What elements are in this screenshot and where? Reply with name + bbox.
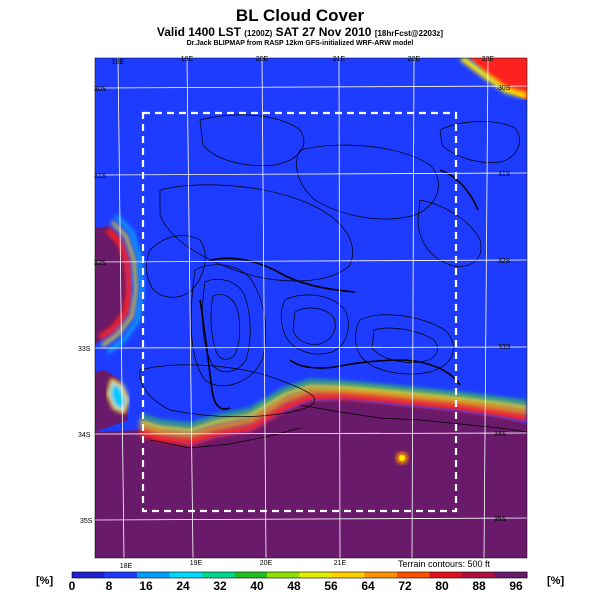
colorbar-tick-label: 40 — [250, 579, 264, 593]
colorbar-swatch — [234, 572, 268, 578]
colorbar-tick-label: 56 — [324, 579, 338, 593]
colorbar-swatch — [104, 572, 138, 578]
cloud-band-orange — [139, 388, 527, 439]
colorbar-tick-label: 0 — [68, 579, 76, 593]
colorbar-unit-right: [%] — [547, 575, 565, 587]
terrain-contours-bold — [199, 169, 479, 410]
lon-label-bottom: 20E — [260, 560, 273, 567]
colorbar-swatch — [72, 572, 105, 578]
colorbar-tick-label: 96 — [509, 579, 523, 593]
colorbar-swatch — [364, 572, 398, 578]
colorbar-tick-label: 32 — [213, 579, 227, 593]
valid-time: Valid 1400 LST (1200Z) SAT 27 Nov 2010 [… — [0, 25, 600, 39]
colorbar — [71, 571, 528, 579]
terrain-note: Terrain contours: 500 ft — [398, 559, 491, 569]
colorbar-outline — [71, 571, 528, 579]
lat-label-right: 33S — [498, 344, 511, 351]
valid-date: SAT 27 Nov 2010 — [275, 25, 372, 39]
colorbar-swatch — [169, 572, 203, 578]
colorbar-tick-label: 80 — [435, 579, 449, 593]
left-lat-labels: 30S 31S 32S 33S 34S 35S — [78, 86, 107, 525]
valid-code: (1200Z) — [244, 29, 273, 38]
colorbar-tick-label: 48 — [287, 579, 301, 593]
overcast-ocean-west — [95, 226, 128, 432]
colorbar-swatch — [397, 572, 430, 578]
lat-label-right: 34S — [494, 431, 507, 438]
lon-label-bottom: 19E — [190, 560, 203, 567]
terrain-contours — [139, 114, 527, 449]
lon-label-top: 21E — [333, 56, 346, 63]
lon-label-top: 23E — [482, 56, 495, 63]
lat-label-left: 34S — [78, 432, 91, 439]
colorbar-swatch — [429, 572, 463, 578]
bottom-lon-labels: 18E 19E 20E 21E — [120, 560, 347, 570]
colorbar-tick-label: 8 — [105, 579, 113, 593]
valid-prefix: Valid 1400 LST — [156, 25, 241, 39]
colorbar-swatch — [494, 572, 528, 578]
colorbar-tick-label: 72 — [398, 579, 412, 593]
lat-label-left: 32S — [94, 260, 107, 267]
colorbar-unit-left: [%] — [36, 575, 54, 587]
colorbar-swatch — [267, 572, 300, 578]
colorbar-swatch — [462, 572, 495, 578]
colorbar-swatch — [137, 572, 170, 578]
lat-label-left: 30S — [94, 86, 107, 93]
lon-label-top: 22E — [408, 56, 421, 63]
colorbar-tick-label: 88 — [472, 579, 486, 593]
forecast-label: [18hrFcst@2203z] — [374, 29, 444, 38]
cloud-band-green — [141, 379, 527, 427]
colorbar-swatch — [332, 572, 365, 578]
colorbar-swatch — [299, 572, 333, 578]
model-credit: Dr.Jack BLIPMAP from RASP 12km GFS-initi… — [186, 40, 414, 47]
lat-label-right: 32S — [498, 258, 511, 265]
lat-label-left: 31S — [94, 173, 107, 180]
lat-label-right: 35S — [494, 516, 507, 523]
colorbar-swatch — [202, 572, 235, 578]
lat-label-right: 30S — [498, 85, 511, 92]
lon-label-top: 20E — [256, 56, 269, 63]
cloud-band-yellow — [139, 383, 527, 433]
lon-label-bottom: 18E — [120, 563, 133, 570]
lat-label-left: 33S — [78, 346, 91, 353]
right-lat-labels: 30S 31S 32S 33S 34S 35S — [494, 85, 511, 523]
lat-label-right: 31S — [498, 171, 511, 178]
map-title: BL Cloud Cover — [235, 6, 365, 25]
cloud-spot-core — [399, 455, 405, 461]
cloud-patch-northeast-edge — [460, 58, 527, 99]
colorbar-tick-label: 64 — [361, 579, 375, 593]
lon-label-top: 19E — [181, 56, 194, 63]
graticule — [94, 57, 528, 559]
colorbar-tick-label: 16 — [139, 579, 153, 593]
cloud-band-red — [138, 392, 527, 446]
map-frame — [94, 57, 528, 559]
colorbar-tick-label: 24 — [176, 579, 190, 593]
cloud-band-west-yellow — [101, 220, 138, 348]
lat-label-left: 35S — [80, 518, 93, 525]
cloud-band-west-cyan — [107, 214, 144, 354]
top-lon-labels: 18E 19E 20E 21E 22E 23E — [112, 56, 495, 66]
lon-label-top: 18E — [112, 59, 125, 66]
inner-domain-box — [141, 111, 458, 513]
lon-label-bottom: 21E — [334, 560, 347, 567]
